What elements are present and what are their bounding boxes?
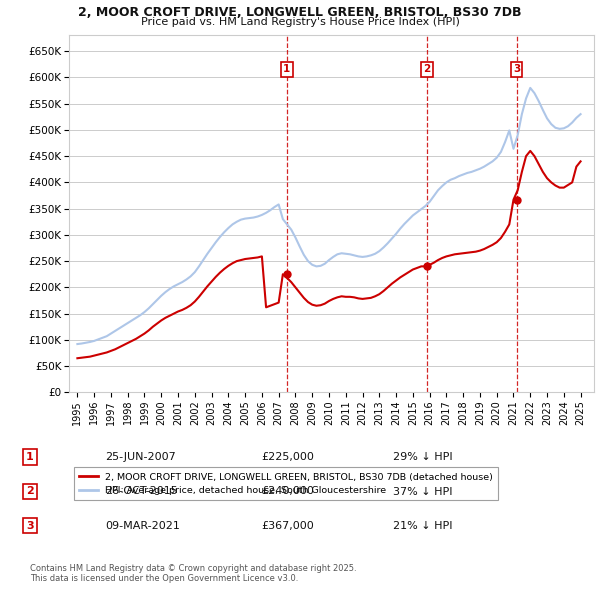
Text: 25-JUN-2007: 25-JUN-2007: [105, 453, 176, 462]
Text: £367,000: £367,000: [261, 521, 314, 530]
Text: 3: 3: [513, 64, 520, 74]
Text: 2: 2: [423, 64, 430, 74]
Text: £240,000: £240,000: [261, 487, 314, 496]
Text: 09-MAR-2021: 09-MAR-2021: [105, 521, 180, 530]
Text: £225,000: £225,000: [261, 453, 314, 462]
Text: Contains HM Land Registry data © Crown copyright and database right 2025.
This d: Contains HM Land Registry data © Crown c…: [30, 563, 356, 583]
Text: 1: 1: [26, 453, 34, 462]
Text: 1: 1: [283, 64, 290, 74]
Text: 26-OCT-2015: 26-OCT-2015: [105, 487, 178, 496]
Legend: 2, MOOR CROFT DRIVE, LONGWELL GREEN, BRISTOL, BS30 7DB (detached house), HPI: Av: 2, MOOR CROFT DRIVE, LONGWELL GREEN, BRI…: [74, 467, 499, 500]
Text: 3: 3: [26, 521, 34, 530]
Text: 2: 2: [26, 487, 34, 496]
Text: 2, MOOR CROFT DRIVE, LONGWELL GREEN, BRISTOL, BS30 7DB: 2, MOOR CROFT DRIVE, LONGWELL GREEN, BRI…: [78, 6, 522, 19]
Text: 29% ↓ HPI: 29% ↓ HPI: [393, 453, 452, 462]
Text: Price paid vs. HM Land Registry's House Price Index (HPI): Price paid vs. HM Land Registry's House …: [140, 17, 460, 27]
Text: 37% ↓ HPI: 37% ↓ HPI: [393, 487, 452, 496]
Text: 21% ↓ HPI: 21% ↓ HPI: [393, 521, 452, 530]
